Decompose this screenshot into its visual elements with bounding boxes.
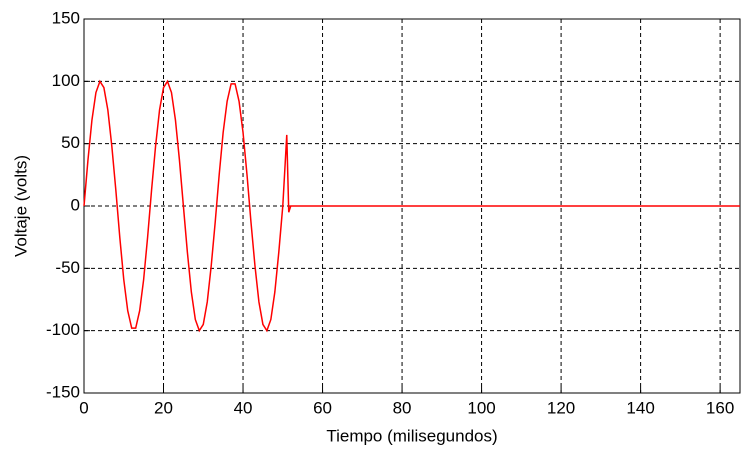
y-tick-label: -100: [46, 320, 80, 339]
x-tick-label: 20: [154, 398, 173, 417]
x-tick-label: 160: [706, 398, 734, 417]
x-tick-label: 100: [467, 398, 495, 417]
x-tick-label: 120: [547, 398, 575, 417]
x-axis-label: Tiempo (milisegundos): [326, 426, 497, 445]
x-tick-label: 40: [234, 398, 253, 417]
x-tick-label: 80: [393, 398, 412, 417]
x-tick-label: 60: [313, 398, 332, 417]
y-tick-label: 100: [52, 71, 80, 90]
y-tick-label: 150: [52, 8, 80, 27]
y-tick-label: 0: [71, 195, 80, 214]
y-tick-label: 50: [61, 133, 80, 152]
y-axis-label: Voltaje (volts): [11, 155, 30, 257]
x-tick-label: 140: [626, 398, 654, 417]
data-line: [83, 79, 740, 333]
y-tick-label: -50: [55, 258, 80, 277]
x-tick-label: 0: [79, 398, 88, 417]
y-tick-label: -150: [46, 382, 80, 401]
